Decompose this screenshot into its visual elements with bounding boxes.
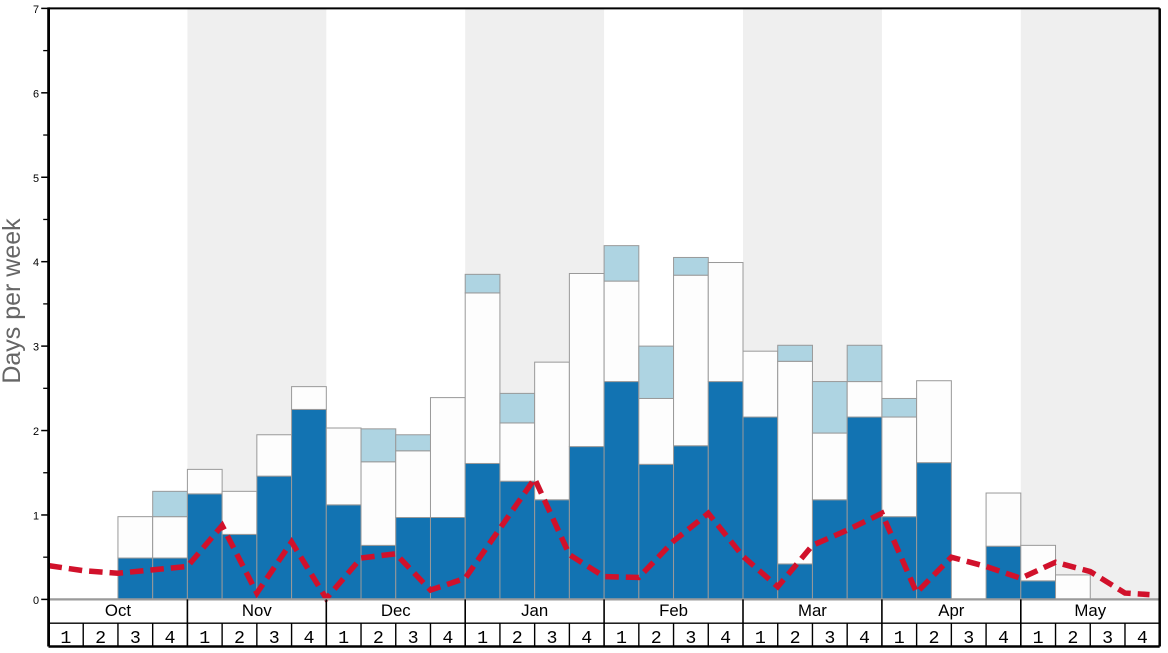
svg-text:4: 4 [442, 629, 453, 648]
svg-text:4: 4 [165, 629, 176, 648]
svg-text:1: 1 [755, 629, 766, 648]
svg-text:2: 2 [512, 629, 523, 648]
svg-text:4: 4 [859, 629, 870, 648]
svg-text:1: 1 [338, 629, 349, 648]
svg-text:2: 2 [234, 629, 245, 648]
svg-text:2: 2 [33, 426, 39, 438]
svg-text:4: 4 [303, 629, 314, 648]
svg-text:Mar: Mar [798, 601, 827, 620]
svg-text:1: 1 [477, 629, 488, 648]
svg-text:3: 3 [963, 629, 974, 648]
svg-text:1: 1 [1033, 629, 1044, 648]
svg-text:0: 0 [33, 595, 39, 607]
svg-text:1: 1 [33, 510, 39, 522]
svg-text:3: 3 [685, 629, 696, 648]
svg-text:3: 3 [269, 629, 280, 648]
svg-text:3: 3 [33, 342, 39, 354]
svg-text:2: 2 [651, 629, 662, 648]
svg-text:3: 3 [1102, 629, 1113, 648]
svg-text:5: 5 [33, 173, 39, 185]
svg-text:May: May [1074, 601, 1106, 620]
svg-text:Apr: Apr [938, 601, 965, 620]
svg-text:2: 2 [928, 629, 939, 648]
svg-text:Jan: Jan [521, 601, 548, 620]
svg-text:1: 1 [60, 629, 71, 648]
svg-text:Dec: Dec [381, 601, 411, 620]
svg-text:1: 1 [616, 629, 627, 648]
svg-text:2: 2 [95, 629, 106, 648]
svg-text:3: 3 [130, 629, 141, 648]
svg-text:Nov: Nov [242, 601, 272, 620]
svg-text:4: 4 [998, 629, 1009, 648]
svg-text:4: 4 [581, 629, 592, 648]
svg-text:4: 4 [1137, 629, 1148, 648]
svg-text:3: 3 [547, 629, 558, 648]
svg-text:2: 2 [790, 629, 801, 648]
svg-text:4: 4 [33, 257, 39, 269]
svg-text:3: 3 [408, 629, 419, 648]
svg-text:3: 3 [824, 629, 835, 648]
svg-text:Oct: Oct [105, 601, 131, 620]
svg-text:6: 6 [33, 88, 39, 100]
svg-text:1: 1 [199, 629, 210, 648]
svg-text:Days per week: Days per week [0, 218, 26, 384]
svg-text:4: 4 [720, 629, 731, 648]
svg-text:2: 2 [1067, 629, 1078, 648]
svg-text:7: 7 [33, 4, 39, 16]
svg-text:Feb: Feb [659, 601, 688, 620]
svg-text:2: 2 [373, 629, 384, 648]
svg-text:1: 1 [894, 629, 905, 648]
